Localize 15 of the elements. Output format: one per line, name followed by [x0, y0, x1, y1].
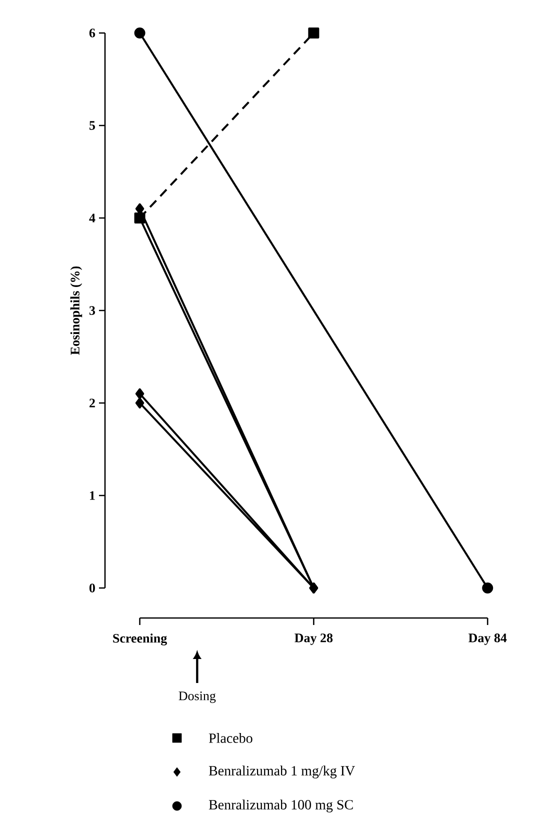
- legend-label: Placebo: [208, 733, 252, 743]
- y-axis-title: Eosinophils (%): [70, 266, 82, 355]
- x-tick-label: Day 84: [468, 634, 507, 645]
- y-tick-label: 3: [89, 306, 96, 315]
- legend-label: Benralizumab 1 mg/kg IV: [208, 766, 355, 778]
- y-tick-label: 5: [89, 121, 95, 130]
- legend-label: Benralizumab 100 mg SC: [208, 800, 353, 812]
- y-tick-label: 1: [90, 491, 95, 500]
- y-tick-label: 6: [89, 28, 96, 38]
- y-tick-label: 0: [89, 584, 95, 592]
- text: Dosing: [178, 692, 216, 703]
- x-tick-label: Screening: [113, 634, 167, 646]
- x-tick-label: Day 28: [294, 634, 333, 645]
- y-tick-label: 4: [89, 214, 96, 222]
- y-tick-label: 2: [90, 398, 95, 408]
